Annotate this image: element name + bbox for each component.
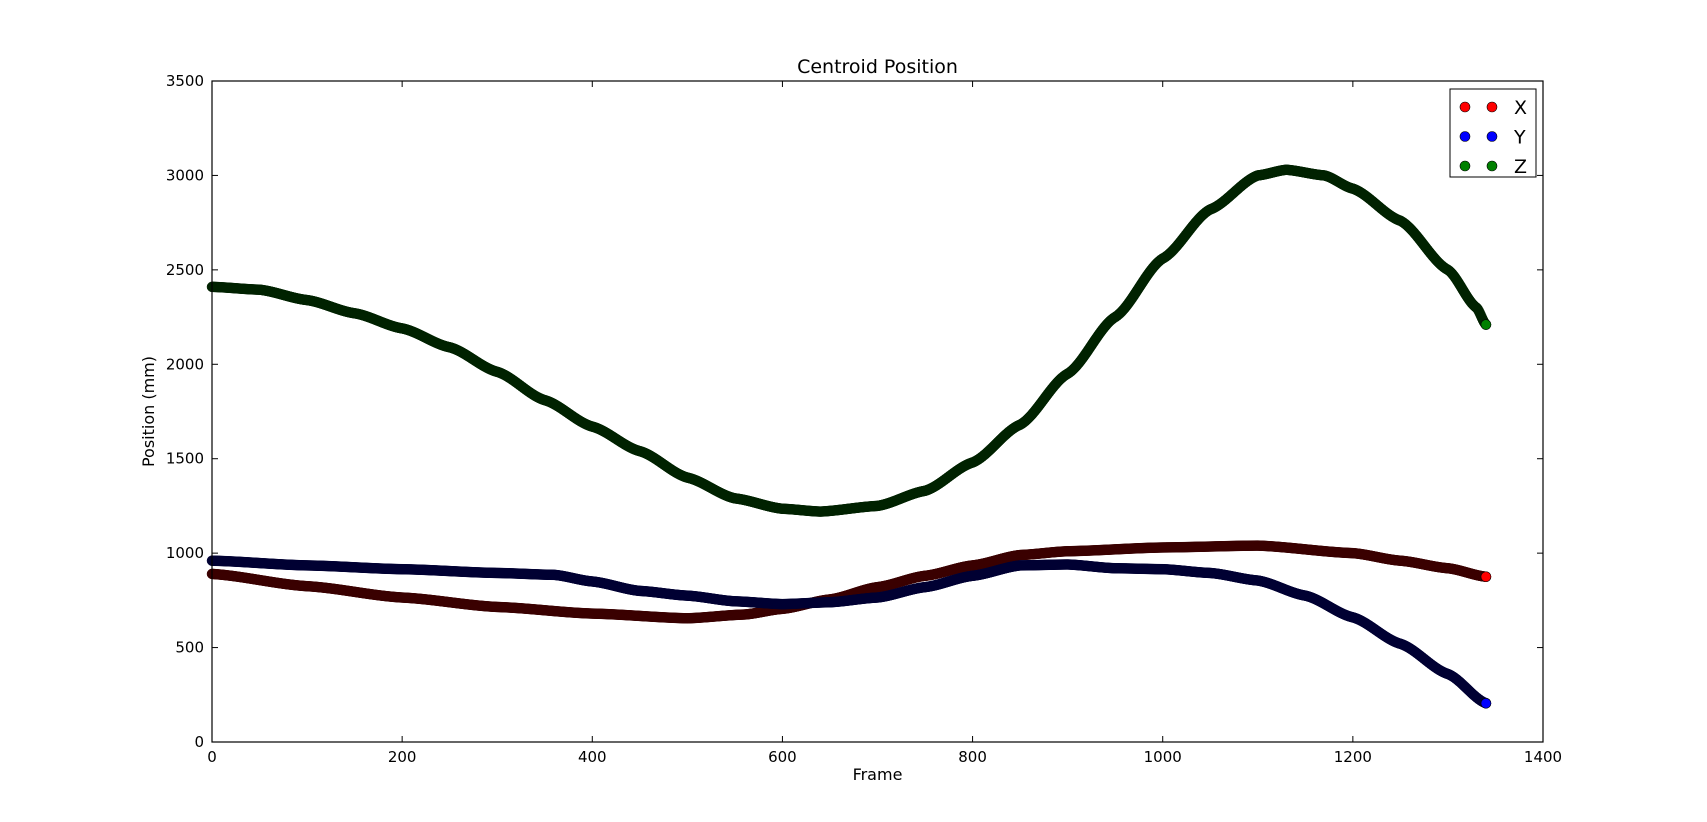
legend-marker <box>1459 160 1471 172</box>
x-axis-label: Frame <box>853 765 903 784</box>
y-tick-label: 0 <box>194 733 204 751</box>
legend-label: Y <box>1513 127 1526 149</box>
data-point-last <box>1480 319 1492 330</box>
legend: XYZ <box>1449 88 1537 178</box>
series-y <box>206 555 1492 709</box>
legend-label: Z <box>1514 156 1527 178</box>
x-tick-label: 0 <box>207 748 217 766</box>
x-tick-label: 400 <box>578 748 607 766</box>
data-point-last <box>1480 697 1492 709</box>
legend-label: X <box>1514 97 1527 119</box>
chart-title: Centroid Position <box>797 56 958 78</box>
y-axis-label: Position (mm) <box>139 356 158 467</box>
y-tick-label: 2500 <box>166 261 204 279</box>
legend-marker <box>1459 131 1471 142</box>
legend-marker <box>1486 101 1498 113</box>
y-tick-label: 1500 <box>166 450 204 468</box>
y-tick-label: 1000 <box>166 544 204 562</box>
x-tick-label: 1400 <box>1524 748 1562 766</box>
legend-marker <box>1459 101 1471 113</box>
y-tick-label: 3000 <box>166 166 204 184</box>
y-tick-label: 3500 <box>166 72 204 90</box>
data-point-last <box>1480 571 1492 583</box>
x-tick-label: 600 <box>768 748 797 766</box>
y-tick-label: 500 <box>175 639 204 657</box>
x-tick-label: 800 <box>958 748 987 766</box>
x-tick-label: 1000 <box>1144 748 1182 766</box>
legend-marker <box>1486 131 1498 142</box>
x-tick-label: 1200 <box>1334 748 1372 766</box>
x-tick-label: 200 <box>388 748 417 766</box>
y-tick-label: 2000 <box>166 355 204 373</box>
series-x <box>206 540 1492 624</box>
legend-marker <box>1486 160 1498 172</box>
